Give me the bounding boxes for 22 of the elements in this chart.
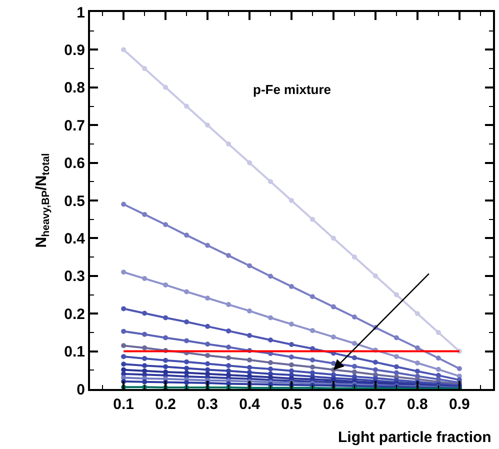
y-tick-label: 0.9 <box>64 42 85 59</box>
x-tick-label: 0.2 <box>155 396 176 413</box>
y-tick-label: 0.2 <box>64 306 85 323</box>
x-tick-label: 0.6 <box>323 396 344 413</box>
x-tick-label: 0.9 <box>448 396 470 413</box>
y-tick-label: 0 <box>76 381 85 398</box>
y-tick-label: 0.8 <box>64 80 85 97</box>
y-tick-label: 0.1 <box>64 344 85 361</box>
x-tick-label: 0.1 <box>113 396 134 413</box>
y-tick-label: 0.3 <box>64 268 85 286</box>
x-tick-label: 0.4 <box>239 396 261 413</box>
y-tick-label: 0.5 <box>64 192 85 210</box>
y-tick-label: 0.7 <box>64 117 85 134</box>
annotation: p-Fe mixture <box>253 82 332 97</box>
x-tick-label: 0.8 <box>407 396 428 413</box>
y-tick-label: 0.6 <box>64 155 85 172</box>
y-tick-label: 0.4 <box>64 230 86 248</box>
y-tick-label: 1 <box>76 4 85 22</box>
x-axis-title: Light particle fraction <box>338 429 492 446</box>
x-tick-label: 0.3 <box>197 396 218 413</box>
x-tick-label: 0.7 <box>365 396 386 413</box>
x-tick-label: 0.5 <box>281 396 302 413</box>
